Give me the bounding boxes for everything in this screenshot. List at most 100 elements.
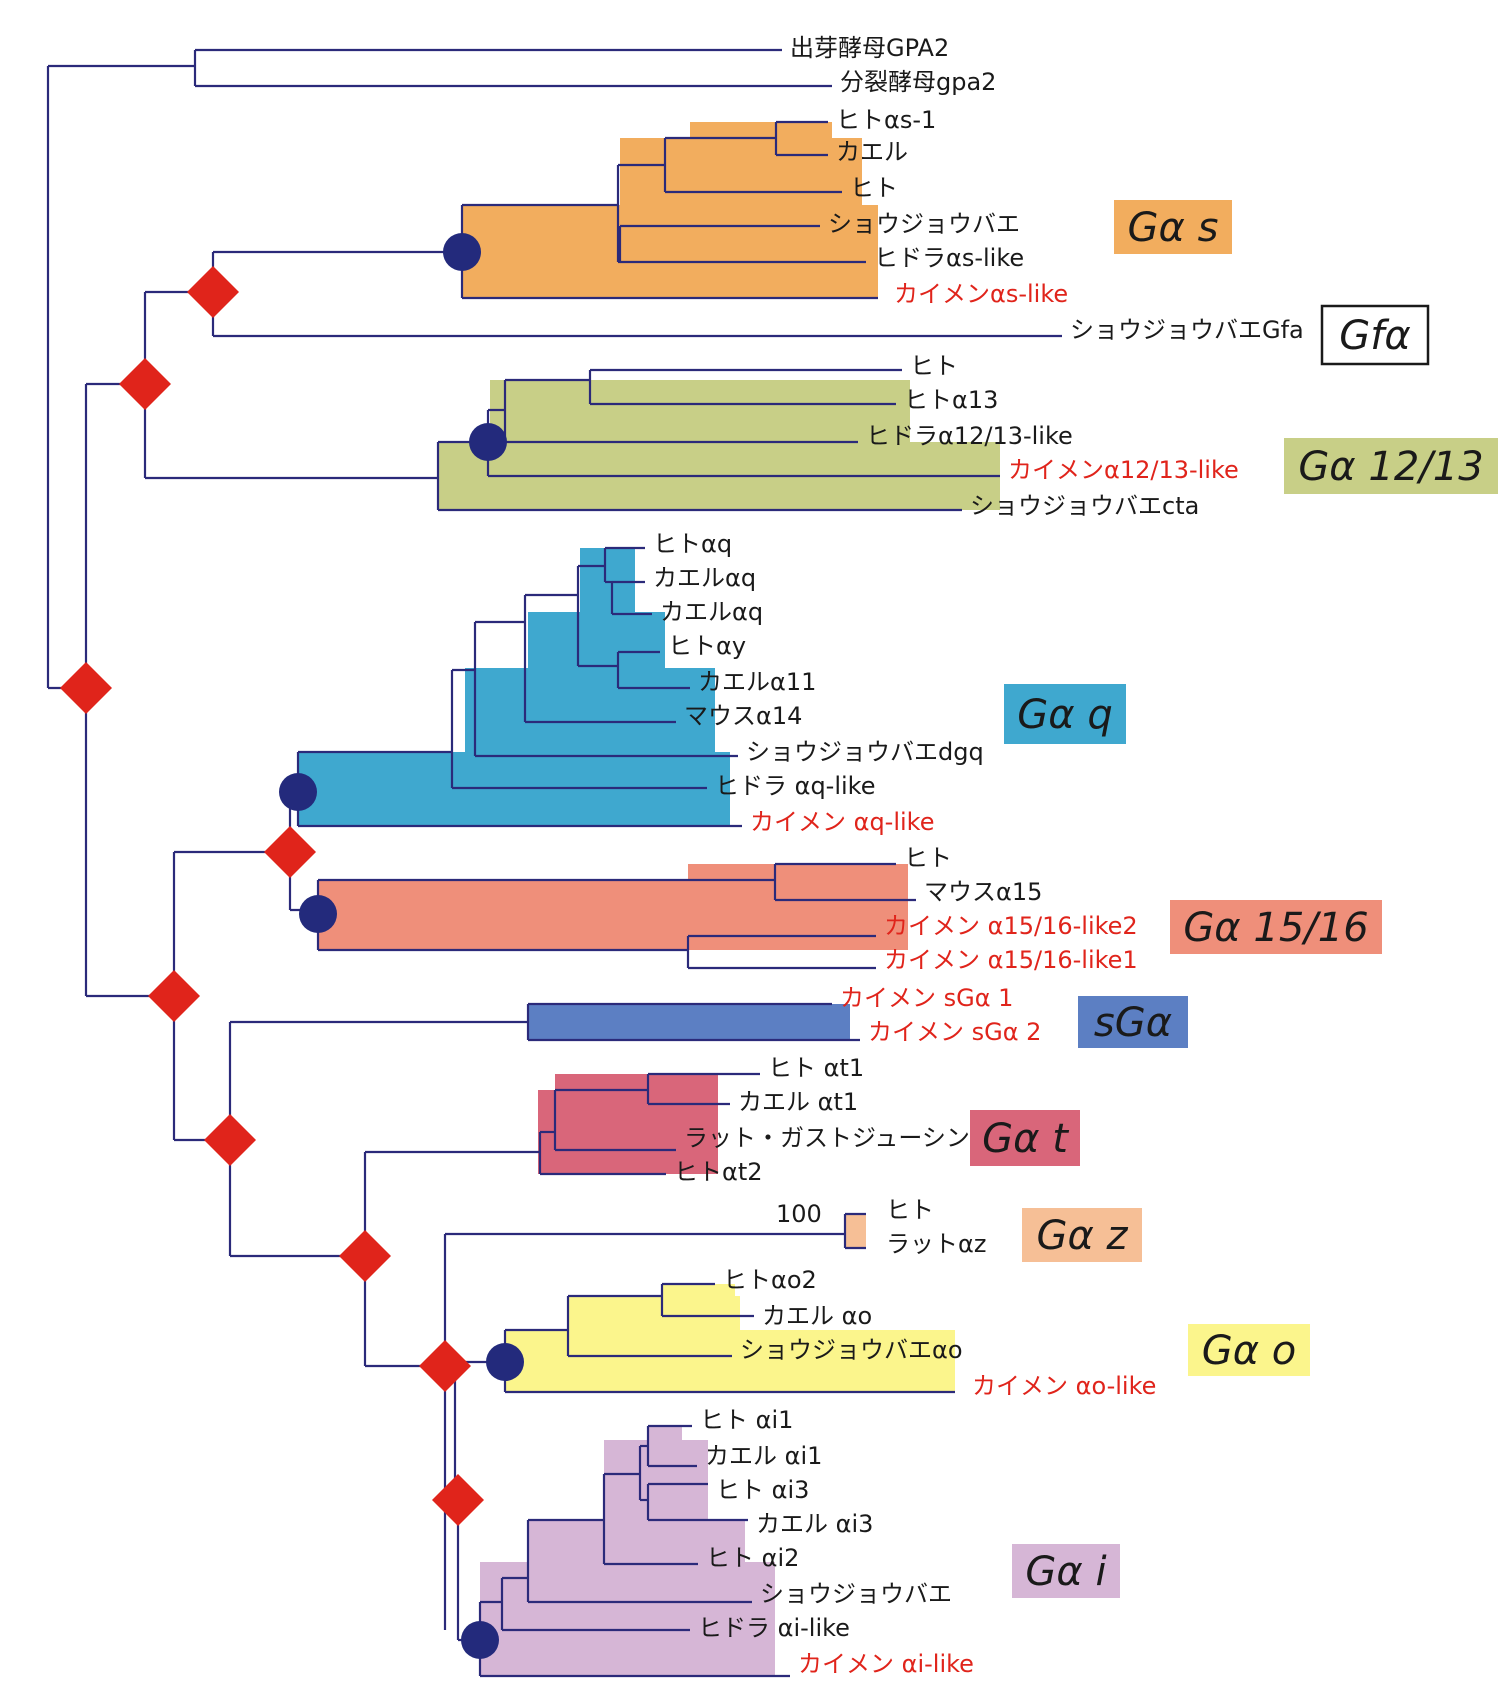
node-markers	[60, 233, 524, 1659]
duplication-node-diamond	[204, 1114, 256, 1166]
duplication-node-diamond	[187, 266, 239, 318]
group-label-text: Gα q	[1017, 692, 1112, 738]
group-label-gs: Gα s	[1114, 200, 1232, 254]
leaf-label-l37: カエル αo	[762, 1302, 872, 1330]
leaf-label-l34: ヒト	[886, 1196, 934, 1224]
group-label-box	[1012, 1544, 1120, 1598]
leaf-label-l39: カイメン αo-like	[972, 1372, 1156, 1400]
leaf-label-l9: ショウジョウバエGfa	[1070, 316, 1304, 344]
clade-fill-gq	[580, 548, 635, 690]
leaf-label-l15: ヒトαq	[653, 530, 732, 558]
clade-fill-gi	[648, 1426, 682, 1484]
group-label-gf: Gfα	[1320, 304, 1430, 366]
group-label-text: Gfα	[1339, 313, 1410, 359]
leaf-label-l8: カイメンαs-like	[894, 280, 1068, 308]
clade-fill-sg	[528, 1004, 850, 1040]
group-label-text: Gα z	[1036, 1213, 1128, 1259]
clade-fill-gz	[845, 1214, 866, 1248]
clade-node-circle	[279, 773, 317, 811]
group-label-box	[1284, 438, 1498, 494]
group-label-gi: Gα i	[1012, 1544, 1120, 1598]
clade-fill-g1213	[490, 380, 910, 470]
group-label-gz: Gα z	[1022, 1208, 1142, 1262]
leaf-label-l5: ヒト	[850, 174, 898, 202]
leaf-label-l14: ショウジョウバエcta	[970, 492, 1199, 520]
clade-fill-g1516	[775, 864, 890, 904]
leaf-label-l26: カイメン α15/16-like2	[884, 912, 1138, 940]
group-label-box	[1078, 996, 1188, 1048]
group-label-g1213: Gα 12/13	[1284, 438, 1498, 494]
leaf-label-l38: ショウジョウバエαo	[740, 1336, 963, 1364]
leaf-label-l21: ショウジョウバエdgq	[746, 738, 984, 766]
tree-branches	[46, 48, 1062, 1678]
clade-node-circle	[299, 895, 337, 933]
leaf-label-l11: ヒトα13	[904, 386, 998, 414]
group-label-sg: sGα	[1078, 996, 1188, 1048]
leaf-label-l28: カイメン sGα 1	[840, 984, 1013, 1012]
group-label-text: Gα t	[982, 1116, 1069, 1162]
group-label-box	[1170, 900, 1382, 954]
leaf-label-l40: ヒト αi1	[700, 1406, 793, 1434]
duplication-node-diamond	[148, 970, 200, 1022]
leaf-label-l35: ラットαz	[886, 1230, 986, 1258]
group-label-gq: Gα q	[1004, 684, 1126, 744]
leaf-label-l16: カエルαq	[653, 564, 756, 592]
group-label-text: Gα i	[1025, 1549, 1106, 1595]
leaf-label-l12: ヒドラα12/13-like	[866, 422, 1073, 450]
duplication-node-diamond	[119, 358, 171, 410]
leaf-label-l47: カイメン αi-like	[798, 1650, 974, 1678]
leaf-label-l36: ヒトαo2	[723, 1266, 817, 1294]
leaf-label-l2: 分裂酵母gpa2	[840, 68, 996, 96]
clade-fills	[298, 122, 1000, 1676]
duplication-node-diamond	[339, 1230, 391, 1282]
leaf-label-l4: カエル	[836, 138, 908, 166]
leaf-label-l18: ヒトαy	[668, 632, 746, 660]
leaf-label-l30: ヒト αt1	[768, 1054, 864, 1082]
leaf-label-l44: ヒト αi2	[706, 1544, 799, 1572]
clade-node-circle	[443, 233, 481, 271]
leaf-label-l24: ヒト	[904, 844, 952, 872]
bootstrap-label: 100	[776, 1200, 822, 1228]
leaf-label-l19: カエルα11	[698, 668, 816, 696]
group-label-text: Gα 15/16	[1183, 905, 1368, 951]
group-label-box	[1004, 684, 1126, 744]
leaf-label-l7: ヒドラαs-like	[874, 244, 1024, 272]
group-label-text: sGα	[1094, 1000, 1172, 1046]
leaf-label-l32: ラット・ガストジューシン	[684, 1124, 970, 1152]
leaf-label-l41: カエル αi1	[705, 1442, 822, 1470]
group-label-text: Gα o	[1202, 1328, 1297, 1374]
group-label-go: Gα o	[1188, 1324, 1310, 1376]
leaf-label-l3: ヒトαs-1	[836, 106, 936, 134]
group-labels: Gα s Gfα Gα 12/13 Gα q Gα 15/16 sGα Gα t Gα z Gα…	[970, 200, 1498, 1598]
leaf-label-l29: カイメン sGα 2	[868, 1018, 1041, 1046]
leaf-label-l42: ヒト αi3	[716, 1476, 809, 1504]
leaf-label-l45: ショウジョウバエ	[760, 1580, 952, 1608]
clade-fill-gt	[648, 1074, 718, 1104]
leaf-label-l31: カエル αt1	[738, 1088, 858, 1116]
leaf-label-l25: マウスα15	[924, 878, 1042, 906]
leaf-label-l10: ヒト	[910, 352, 958, 380]
leaf-label-l17: カエルαq	[660, 598, 763, 626]
leaf-label-l33: ヒトαt2	[674, 1158, 763, 1186]
duplication-node-diamond	[419, 1340, 471, 1392]
clade-fill-gs	[690, 122, 832, 178]
group-label-box	[970, 1110, 1080, 1166]
clade-fill-go	[662, 1284, 735, 1316]
group-label-box	[1022, 1208, 1142, 1262]
duplication-node-diamond	[264, 826, 316, 878]
leaf-label-l27: カイメン α15/16-like1	[884, 946, 1138, 974]
group-label-text: Gα 12/13	[1298, 444, 1483, 490]
group-label-text: Gα s	[1128, 205, 1219, 251]
leaf-label-l46: ヒドラ αi-like	[698, 1614, 850, 1642]
clade-node-circle	[469, 423, 507, 461]
clade-node-circle	[486, 1343, 524, 1381]
group-label-box	[1114, 200, 1232, 254]
leaf-label-l6: ショウジョウバエ	[828, 210, 1020, 238]
leaf-label-l1: 出芽酵母GPA2	[790, 34, 949, 62]
group-label-box	[1320, 304, 1430, 366]
leaf-labels: 出芽酵母GPA2分裂酵母gpa2ヒトαs-1カエルヒトショウジョウバエヒドラαs…	[653, 34, 1304, 1678]
duplication-node-diamond	[432, 1474, 484, 1526]
group-label-gt: Gα t	[970, 1110, 1080, 1166]
duplication-node-diamond	[60, 662, 112, 714]
